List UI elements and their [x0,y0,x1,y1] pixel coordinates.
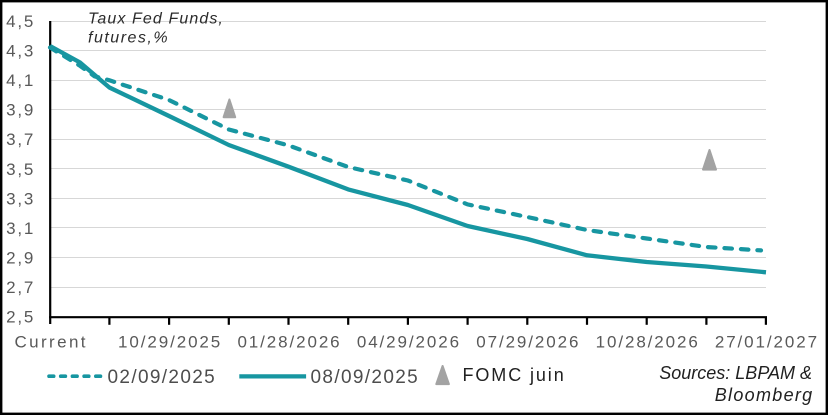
svg-text:futures,%: futures,% [88,30,169,47]
svg-text:3,3: 3,3 [6,189,35,208]
svg-text:Current: Current [14,333,88,352]
svg-text:3,9: 3,9 [6,101,35,120]
svg-text:3,7: 3,7 [6,130,35,149]
svg-text:Taux Fed Funds,: Taux Fed Funds, [88,10,224,27]
svg-text:4,5: 4,5 [6,12,35,31]
svg-text:3,5: 3,5 [6,160,35,179]
svg-text:08/09/2025: 08/09/2025 [311,367,420,388]
svg-text:2,7: 2,7 [6,278,35,297]
svg-text:02/09/2025: 02/09/2025 [108,367,217,388]
svg-text:10/28/2026: 10/28/2026 [596,333,700,352]
svg-text:3,1: 3,1 [6,219,35,238]
svg-text:FOMC juin: FOMC juin [463,365,566,385]
svg-text:07/29/2026: 07/29/2026 [476,333,580,352]
svg-text:10/29/2025: 10/29/2025 [118,333,222,352]
svg-text:Sources: LBPAM &: Sources: LBPAM & [659,363,812,383]
svg-text:2,5: 2,5 [6,308,35,327]
svg-text:4,1: 4,1 [6,71,35,90]
svg-text:4,3: 4,3 [6,42,35,61]
svg-text:Bloomberg: Bloomberg [715,385,814,405]
svg-text:01/28/2026: 01/28/2026 [237,333,341,352]
svg-text:27/01/2027: 27/01/2027 [715,333,819,352]
svg-text:04/29/2026: 04/29/2026 [357,333,461,352]
svg-text:2,9: 2,9 [6,248,35,267]
